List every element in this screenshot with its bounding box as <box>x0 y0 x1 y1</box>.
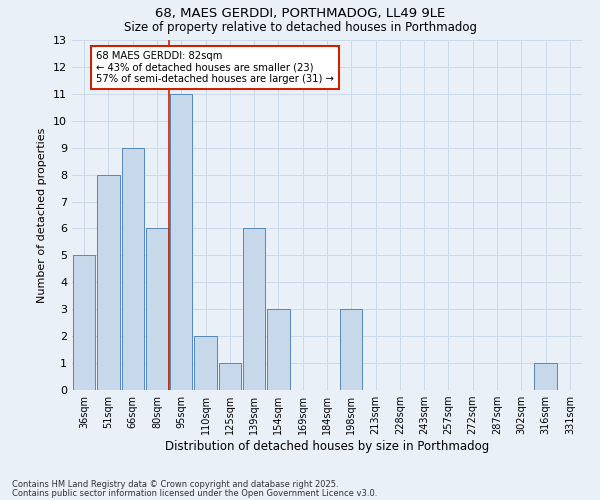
Bar <box>243 228 265 390</box>
Text: 68, MAES GERDDI, PORTHMADOG, LL49 9LE: 68, MAES GERDDI, PORTHMADOG, LL49 9LE <box>155 8 445 20</box>
Bar <box>170 94 193 390</box>
Bar <box>97 174 119 390</box>
Text: Contains public sector information licensed under the Open Government Licence v3: Contains public sector information licen… <box>12 488 377 498</box>
Bar <box>146 228 168 390</box>
Text: 68 MAES GERDDI: 82sqm
← 43% of detached houses are smaller (23)
57% of semi-deta: 68 MAES GERDDI: 82sqm ← 43% of detached … <box>96 51 334 84</box>
Bar <box>535 363 557 390</box>
X-axis label: Distribution of detached houses by size in Porthmadog: Distribution of detached houses by size … <box>165 440 489 453</box>
Text: Contains HM Land Registry data © Crown copyright and database right 2025.: Contains HM Land Registry data © Crown c… <box>12 480 338 489</box>
Text: Size of property relative to detached houses in Porthmadog: Size of property relative to detached ho… <box>124 21 476 34</box>
Y-axis label: Number of detached properties: Number of detached properties <box>37 128 47 302</box>
Bar <box>73 256 95 390</box>
Bar <box>267 309 290 390</box>
Bar <box>218 363 241 390</box>
Bar <box>194 336 217 390</box>
Bar <box>340 309 362 390</box>
Bar <box>122 148 144 390</box>
